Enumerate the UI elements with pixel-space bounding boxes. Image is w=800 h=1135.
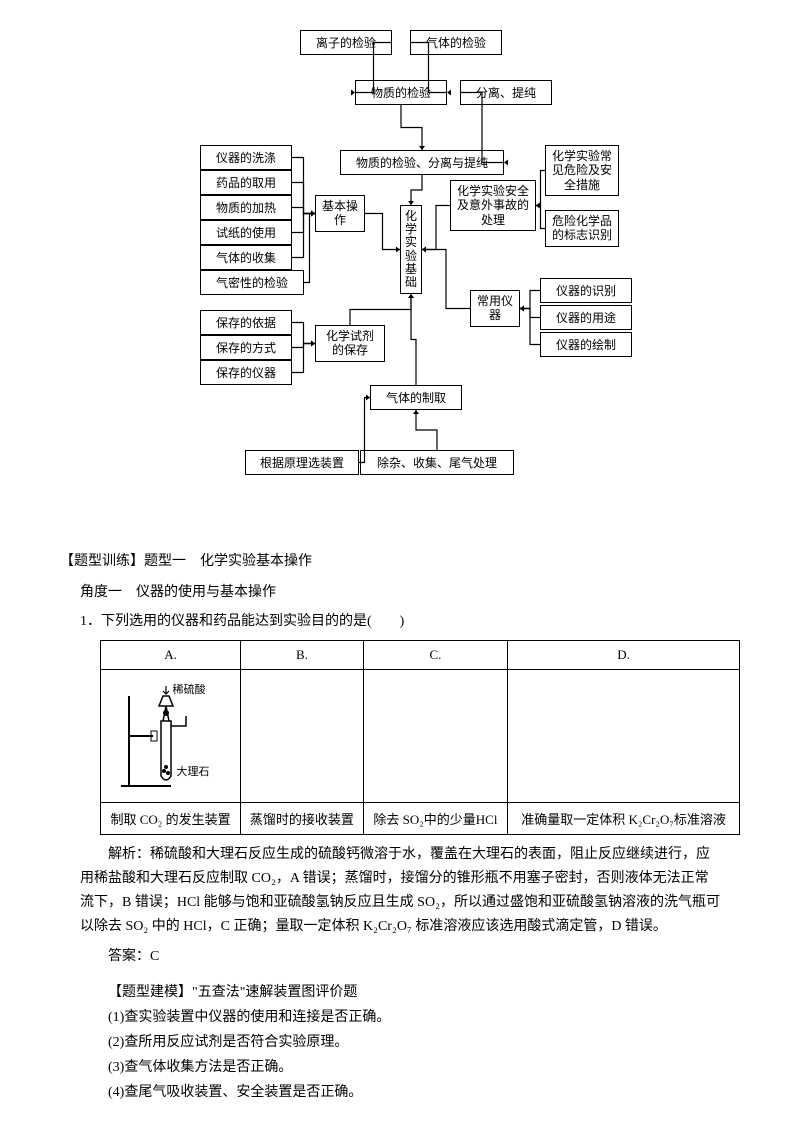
node-n6: 药品的取用 [200,170,292,195]
node-n20: 仪器的绘制 [540,332,632,357]
node-n1: 离子的检验 [300,30,392,55]
opt-header-a: A. [101,641,241,670]
node-n15: 危险化学品的标志识别 [545,210,619,247]
apparatus-c [363,670,507,803]
node-n17: 常用仪器 [470,290,520,327]
node-n25: 气体的制取 [370,385,462,410]
opt-header-c: C. [363,641,507,670]
explanation-text: 解析：稀硫酸和大理石反应生成的硫酸钙微溶于水，覆盖在大理石的表面，阻止反应继续进… [80,843,720,938]
opt-header-d: D. [508,641,740,670]
node-n8: 试纸的使用 [200,220,292,245]
desc-c: 除去 SO₂中的少量HCl [363,803,507,835]
apparatus-d [508,670,740,803]
node-n5: 仪器的洗涤 [200,145,292,170]
node-n16: 化学实验基础 [400,205,422,294]
options-table: A. B. C. D. [100,640,740,835]
node-n12: 基本操作 [315,195,365,232]
table-header-row: A. B. C. D. [101,641,740,670]
node-n3: 物质的检验 [355,80,447,105]
model-item-1: (1)查实验装置中仪器的使用和连接是否正确。 [80,1005,720,1030]
node-n21: 保存的依据 [200,310,292,335]
node-n4: 分离、提纯 [460,80,552,105]
node-n24: 化学试剂的保存 [315,325,385,362]
node-n23: 保存的仪器 [200,360,292,385]
apparatus-b [241,670,364,803]
opt-header-b: B. [241,641,364,670]
description-row: 制取 CO₂ 的发生装置 蒸馏时的接收装置 除去 SO₂中的少量HCl 准确量取… [101,803,740,835]
node-n27: 除杂、收集、尾气处理 [360,450,514,475]
node-n14: 化学实验常见危险及安全措施 [545,145,619,196]
desc-a: 制取 CO₂ 的发生装置 [101,803,241,835]
answer-text: 答案：C [80,945,720,965]
angle-title: 角度一 仪器的使用与基本操作 [80,580,760,605]
model-item-2: (2)查所用反应试剂是否符合实验原理。 [80,1030,720,1055]
label-marble: 大理石 [177,763,210,779]
apparatus-row: 稀硫酸 大理石 [101,670,740,803]
node-n13: 化学实验安全及意外事故的处理 [450,180,536,231]
training-title: 【题型训练】题型一 化学实验基本操作 [60,550,760,570]
concept-map: 离子的检验气体的检验物质的检验分离、提纯仪器的洗涤药品的取用物质的加热试纸的使用… [160,30,640,490]
label-acid: 稀硫酸 [173,681,206,697]
question-1: 1．下列选用的仪器和药品能达到实验目的的是( ) [80,609,760,634]
node-n26: 根据原理选装置 [245,450,359,475]
model-item-4: (4)查尾气吸收装置、安全装置是否正确。 [80,1080,720,1105]
node-n11: 物质的检验、分离与提纯 [340,150,504,175]
node-n22: 保存的方式 [200,335,292,360]
model-item-3: (3)查气体收集方法是否正确。 [80,1055,720,1080]
apparatus-a: 稀硫酸 大理石 [101,670,241,803]
node-n2: 气体的检验 [410,30,502,55]
node-n7: 物质的加热 [200,195,292,220]
desc-d: 准确量取一定体积 K₂Cr₂O₇标准溶液 [508,803,740,835]
node-n18: 仪器的识别 [540,278,632,303]
node-n19: 仪器的用途 [540,305,632,330]
model-title: 【题型建模】"五查法"速解装置图评价题 [80,981,720,1001]
desc-b: 蒸馏时的接收装置 [241,803,364,835]
node-n9: 气体的收集 [200,245,292,270]
apparatus-a-drawing: 稀硫酸 大理石 [111,681,231,791]
node-n10: 气密性的检验 [200,270,304,295]
